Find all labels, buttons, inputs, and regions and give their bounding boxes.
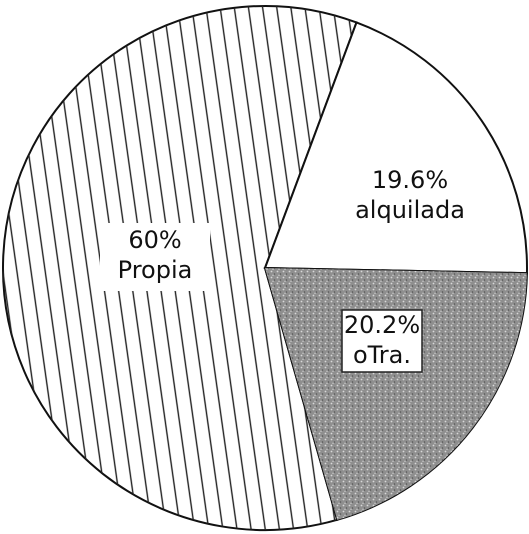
value-label: 20.2% bbox=[344, 311, 420, 339]
slice-texture bbox=[265, 268, 527, 520]
value-label: 19.6% bbox=[372, 166, 448, 194]
slice-group bbox=[263, 266, 528, 522]
label-bg bbox=[100, 223, 210, 291]
slice-group bbox=[263, 21, 528, 275]
category-label: Propia bbox=[118, 256, 193, 284]
category-label: alquilada bbox=[355, 196, 465, 224]
slice bbox=[263, 21, 528, 275]
value-label: 60% bbox=[128, 226, 181, 254]
label-box bbox=[341, 309, 423, 373]
category-label: oTra. bbox=[353, 341, 411, 369]
